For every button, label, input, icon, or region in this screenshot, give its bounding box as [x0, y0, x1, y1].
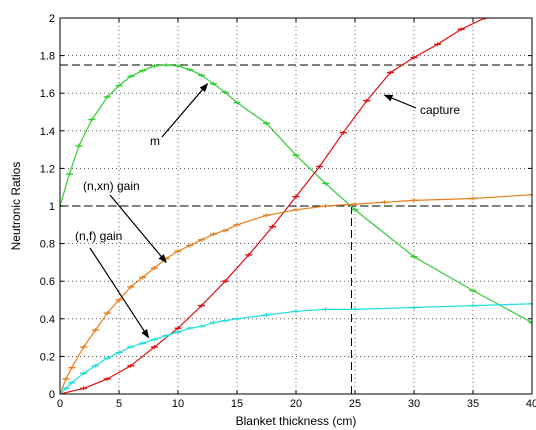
- annotation-n-xn-gain: (n,xn) gain: [83, 179, 167, 264]
- y-tick-label: 0: [49, 389, 55, 401]
- annotation-arrow: [161, 83, 209, 138]
- y-tick-label: 1: [49, 201, 55, 213]
- y-tick-label: 1.8: [40, 51, 55, 63]
- annotation-label: m: [150, 134, 160, 148]
- series-n-xn-gain: [60, 192, 532, 394]
- series-n-f-gain: [60, 301, 532, 394]
- y-tick-label: 0.2: [40, 351, 55, 363]
- annotation-label: (n,xn) gain: [83, 179, 140, 193]
- x-tick-label: 10: [172, 398, 184, 410]
- y-tick-label: 1.2: [40, 163, 55, 175]
- annotation-arrow: [383, 94, 417, 109]
- annotation-m: m: [150, 83, 209, 148]
- x-tick-label: 30: [408, 398, 420, 410]
- reference-lines: [60, 64, 532, 394]
- y-tick-label: 2: [49, 13, 55, 25]
- y-tick-label: 1.4: [40, 126, 55, 138]
- y-axis-label: Neutronic Ratios: [9, 162, 23, 251]
- x-tick-label: 40: [526, 398, 536, 410]
- annotation-label: (n,f) gain: [75, 229, 122, 243]
- x-axis-label: Blanket thickness (cm): [236, 414, 357, 428]
- tick-layer: 0 5 10 15 20 25 30 35 40 0 0.2 0.4 0.6 0.8 1 1.2 1.4 1.6 1…: [40, 13, 536, 410]
- x-tick-label: 15: [231, 398, 243, 410]
- series-layer: [60, 18, 532, 394]
- series-m: [60, 63, 532, 325]
- x-tick-label: 0: [57, 398, 63, 410]
- x-tick-label: 25: [349, 398, 361, 410]
- series-capture: [60, 18, 489, 394]
- series-line-n-f-gain: [60, 303, 532, 394]
- y-tick-label: 0.4: [40, 314, 55, 326]
- annotations: m capture (n,xn) gain (n,f) gain: [75, 83, 460, 339]
- annotation-n-f-gain: (n,f) gain: [75, 229, 150, 339]
- annotation-label: capture: [420, 103, 460, 117]
- y-tick-label: 0.6: [40, 276, 55, 288]
- y-tick-label: 1.6: [40, 88, 55, 100]
- y-tick-label: 0.8: [40, 239, 55, 251]
- annotation-capture: capture: [383, 94, 460, 117]
- x-tick-label: 35: [467, 398, 479, 410]
- annotation-arrow: [89, 247, 150, 339]
- x-tick-label: 20: [290, 398, 302, 410]
- x-tick-label: 5: [116, 398, 122, 410]
- annotation-arrow: [109, 194, 167, 264]
